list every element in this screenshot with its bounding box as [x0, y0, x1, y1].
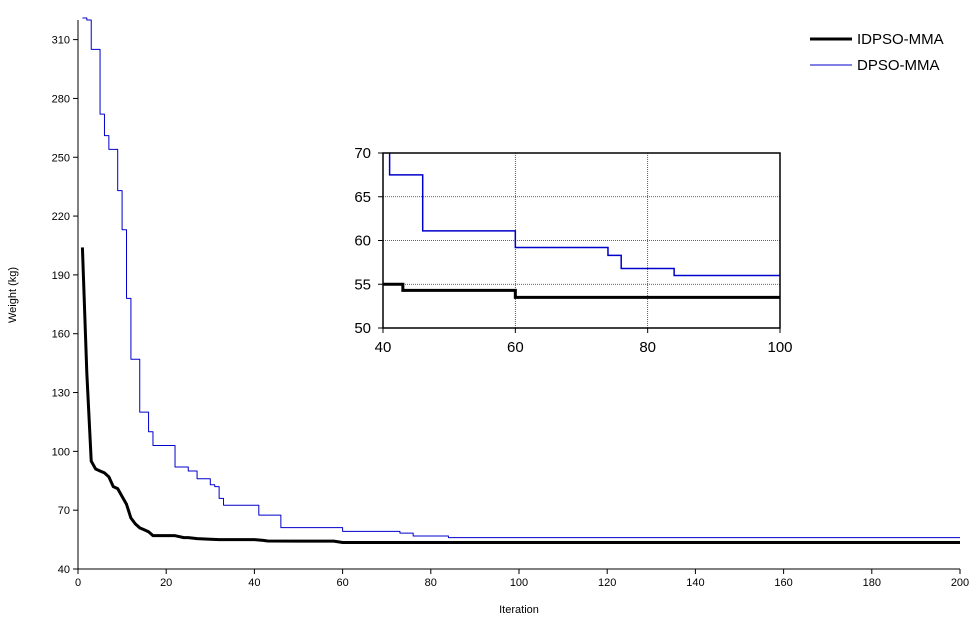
- inset-y-tick-label: 55: [354, 276, 371, 293]
- inset-x-tick-label: 60: [507, 339, 524, 356]
- main-y-tick-label: 280: [52, 93, 70, 105]
- inset-series-line-dpso-mma: [388, 153, 780, 277]
- main-y-ticks: 40 70 100 130 160 190 220 250 280 310: [52, 35, 78, 576]
- inset-x-tick-label: 40: [375, 339, 392, 356]
- main-x-tick-label: 80: [425, 577, 437, 589]
- main-series-line-dpso-mma: [82, 17, 960, 539]
- main-x-tick-label: 120: [598, 577, 616, 589]
- main-y-tick-label: 70: [58, 505, 70, 517]
- inset-x-tick-label: 100: [767, 339, 792, 356]
- legend-label-idpso-mma: IDPSO-MMA: [857, 31, 944, 48]
- main-x-tick-label: 160: [774, 577, 792, 589]
- main-y-tick-label: 220: [52, 211, 70, 223]
- inset-y-tick-label: 60: [354, 233, 371, 250]
- main-x-tick-label: 40: [248, 577, 260, 589]
- inset-y-tick-label: 50: [354, 320, 371, 337]
- legend-label-dpso-mma: DPSO-MMA: [857, 57, 940, 74]
- inset-x-ticks: 40 60 80 100: [375, 328, 793, 356]
- main-y-tick-label: 250: [52, 152, 70, 164]
- main-x-tick-label: 0: [75, 577, 81, 589]
- main-x-tick-label: 60: [336, 577, 348, 589]
- main-x-tick-label: 200: [951, 577, 969, 589]
- inset-plot-area: 40 60 80 100 50 55 60 65 70: [354, 145, 793, 356]
- main-series-group: [80, 17, 960, 545]
- main-y-tick-label: 190: [52, 270, 70, 282]
- legend: IDPSO-MMA DPSO-MMA: [810, 31, 944, 74]
- inset-y-ticks: 50 55 60 65 70: [354, 145, 383, 337]
- main-plot-area: 0 20 40 60 80 100 120 140 160 180 200 40 70 100 130 16…: [7, 17, 969, 616]
- main-x-tick-label: 180: [863, 577, 881, 589]
- main-y-tick-label: 40: [58, 564, 70, 576]
- main-y-tick-label: 160: [52, 329, 70, 341]
- main-x-tick-label: 140: [686, 577, 704, 589]
- main-y-tick-label: 310: [52, 35, 70, 47]
- main-y-tick-label: 130: [52, 388, 70, 400]
- inset-y-tick-label: 70: [354, 145, 371, 162]
- main-y-tick-label: 100: [52, 446, 70, 458]
- inset-x-tick-label: 80: [639, 339, 656, 356]
- inset-series-group: [383, 153, 780, 299]
- inset-y-tick-label: 65: [354, 189, 371, 206]
- main-x-tick-label: 100: [510, 577, 528, 589]
- main-x-tick-label: 20: [160, 577, 172, 589]
- inset-series-line-idpso-mma: [383, 282, 780, 299]
- y-axis-title: Weight (kg): [7, 267, 19, 323]
- main-x-ticks: 0 20 40 60 80 100 120 140 160 180 200: [75, 569, 969, 589]
- main-series-line-idpso-mma: [80, 247, 960, 545]
- x-axis-title: Iteration: [499, 604, 539, 616]
